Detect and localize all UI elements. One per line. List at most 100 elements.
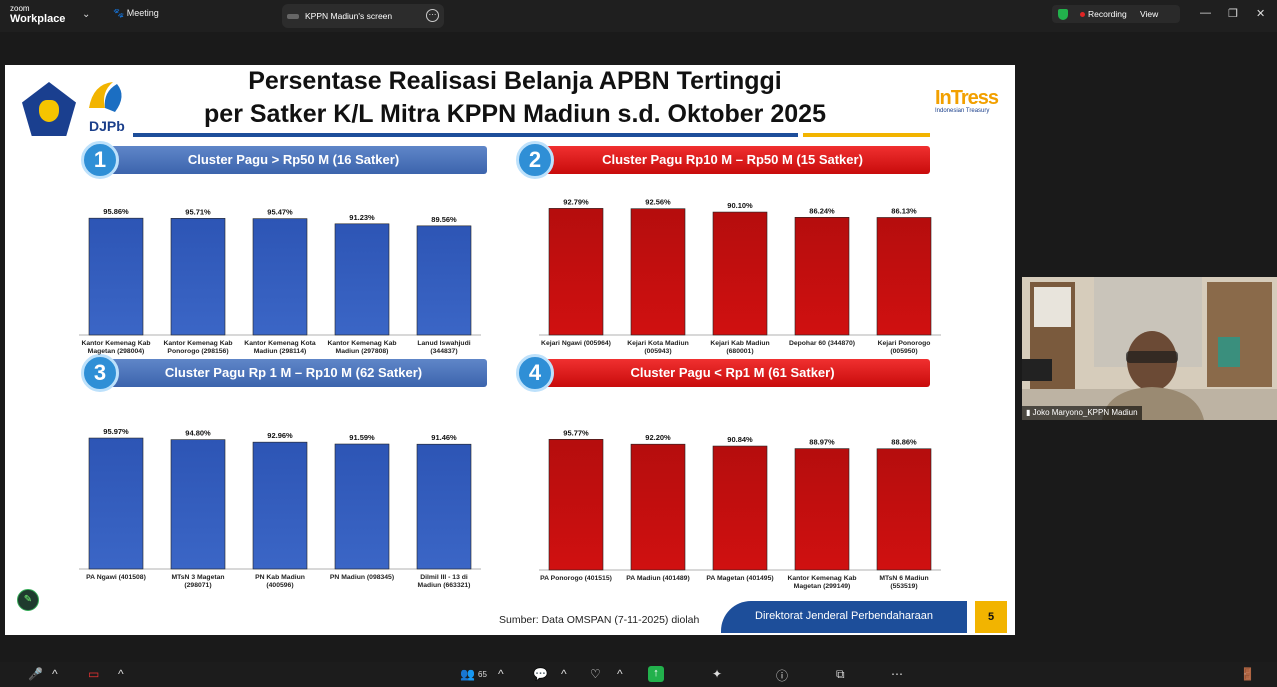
data-label: 88.86%: [891, 438, 917, 447]
leave-icon[interactable]: 🚪: [1240, 667, 1255, 681]
cluster-3-bar-chart: 95.97% PA Ngawi (401508) 94.80% MTsN 3 Mage…: [75, 410, 485, 640]
category-label: Dilmil III - 13 di: [420, 574, 468, 581]
cluster-4-badge: 4: [516, 354, 554, 392]
category-label: (298071): [184, 582, 211, 589]
category-label: Kantor Kemenag Kab: [787, 575, 856, 582]
brand-top: zoom: [10, 4, 30, 13]
minimize-icon[interactable]: —: [1200, 7, 1211, 19]
cluster-3-badge: 3: [81, 354, 119, 392]
category-label: (344837): [430, 348, 457, 355]
data-label: 90.10%: [727, 201, 753, 210]
mic-muted-icon[interactable]: 🎤: [28, 667, 43, 681]
cluster-1-badge: 1: [81, 141, 119, 179]
paw-icon: 🐾: [113, 8, 125, 18]
shared-screen-label: KPPN Madiun's screen: [305, 11, 393, 21]
video-frame: [1022, 277, 1277, 420]
chat-chevron-icon[interactable]: ^: [561, 667, 567, 681]
shield-icon: [1058, 9, 1068, 20]
bar: [548, 439, 604, 571]
annotate-icon[interactable]: ✎: [17, 589, 39, 611]
data-label: 95.86%: [103, 207, 129, 216]
bar-chart-svg: 95.77% PA Ponorogo (401515) 92.20% PA Madiu…: [539, 428, 941, 590]
recording-label: Recording: [1088, 9, 1127, 19]
restore-icon[interactable]: ❐: [1228, 8, 1238, 20]
view-button[interactable]: View: [1140, 9, 1159, 19]
signal-icon: ▮: [1026, 408, 1031, 417]
data-label: 92.20%: [645, 433, 671, 442]
ai-companion-icon[interactable]: ✦: [712, 667, 723, 681]
video-off-icon[interactable]: ▭: [88, 667, 100, 681]
reactions-chevron-icon[interactable]: ^: [617, 667, 623, 681]
bar-chart-svg: 92.79% Kejari Ngawi (005964) 92.56% Kejari …: [539, 197, 941, 355]
shared-screen-tab[interactable]: KPPN Madiun's screen ⋯: [282, 4, 444, 28]
chat-icon[interactable]: 💬: [533, 667, 548, 681]
bar: [252, 441, 308, 570]
recording-panel[interactable]: Recording View: [1052, 5, 1180, 23]
slide-title: Persentase Realisasi Belanja APBN Tertin…: [155, 65, 875, 131]
participants-icon[interactable]: 👥: [460, 667, 475, 681]
audio-options-chevron-icon[interactable]: ^: [52, 667, 58, 681]
bar: [170, 218, 226, 336]
bar-chart-svg: 95.86% Kantor Kemenag Kab Magetan (298004)…: [79, 207, 481, 355]
source-note: Sumber: Data OMSPAN (7-11-2025) diolah: [499, 614, 700, 626]
category-label: Kantor Kemenag Kab: [327, 340, 396, 347]
meeting-label: Meeting: [126, 8, 159, 18]
data-label: 91.46%: [431, 433, 457, 442]
shared-slide: DJPb Persentase Realisasi Belanja APBN T…: [5, 65, 1015, 635]
bar-chart-svg: 95.97% PA Ngawi (401508) 94.80% MTsN 3 Mage…: [79, 427, 481, 589]
title-underline-blue: [133, 133, 798, 137]
category-label: (005950): [890, 348, 917, 355]
data-label: 86.24%: [809, 206, 835, 215]
intress-logo: InTress Indonesian Treasury: [935, 87, 1007, 129]
category-label: MTsN 3 Magetan: [171, 574, 224, 581]
close-icon[interactable]: ✕: [1256, 8, 1266, 20]
data-label: 95.77%: [563, 428, 589, 437]
category-label: PA Madiun (401489): [626, 575, 689, 582]
data-label: 92.96%: [267, 431, 293, 440]
cluster-2-header: Cluster Pagu Rp10 M – Rp50 M (15 Satker): [535, 146, 930, 174]
participant-video[interactable]: ▮ Joko Maryono_KPPN Madiun: [1022, 277, 1277, 420]
share-screen-icon[interactable]: ↑: [648, 666, 664, 682]
apps-icon[interactable]: ⧉: [836, 667, 845, 681]
meeting-menu[interactable]: 🐾 Meeting: [113, 8, 159, 19]
category-label: Magetan (298004): [88, 348, 145, 355]
data-label: 92.56%: [645, 198, 671, 207]
info-icon[interactable]: ⓘ: [776, 669, 789, 683]
category-label: (680001): [726, 348, 753, 355]
video-options-chevron-icon[interactable]: ^: [118, 667, 124, 681]
bar: [170, 439, 226, 570]
cluster-2-badge: 2: [516, 141, 554, 179]
participant-name: Joko Maryono_KPPN Madiun: [1032, 408, 1138, 417]
bar: [794, 217, 850, 336]
djpb-logo-text: DJPb: [89, 118, 125, 134]
category-label: Kejari Ponorogo: [878, 340, 931, 347]
category-label: Madiun (663321): [418, 582, 471, 589]
category-label: Ponorogo (298156): [167, 348, 228, 355]
data-label: 90.84%: [727, 435, 753, 444]
bar: [630, 208, 686, 336]
data-label: 91.59%: [349, 433, 375, 442]
category-label: PN Kab Madiun: [255, 574, 305, 581]
cluster-4-header: Cluster Pagu < Rp1 M (61 Satker): [535, 359, 930, 387]
bar: [88, 437, 144, 570]
reactions-icon[interactable]: ♡: [590, 667, 601, 681]
participants-chevron-icon[interactable]: ^: [498, 667, 504, 681]
category-label: Kantor Kemenag Kab: [163, 340, 232, 347]
footer-directorate: Direktorat Jenderal Perbendaharaan: [721, 601, 967, 633]
intress-logo-subtitle: Indonesian Treasury: [935, 108, 990, 114]
category-label: PA Magetan (401495): [706, 575, 773, 582]
data-label: 91.23%: [349, 213, 375, 222]
bar: [416, 225, 472, 336]
title-underline-gold: [803, 133, 930, 137]
category-label: (553519): [890, 583, 917, 590]
data-label: 94.80%: [185, 429, 211, 438]
bar: [876, 448, 932, 571]
bar: [334, 223, 390, 336]
bar: [712, 445, 768, 571]
chevron-down-icon[interactable]: ⌄: [82, 9, 91, 20]
more-icon[interactable]: ⋯: [891, 667, 903, 681]
djpb-logo: DJPb: [83, 78, 133, 136]
category-label: Madiun (297808): [336, 348, 389, 355]
category-label: PA Ponorogo (401515): [540, 575, 612, 582]
more-options-icon[interactable]: ⋯: [426, 9, 439, 22]
